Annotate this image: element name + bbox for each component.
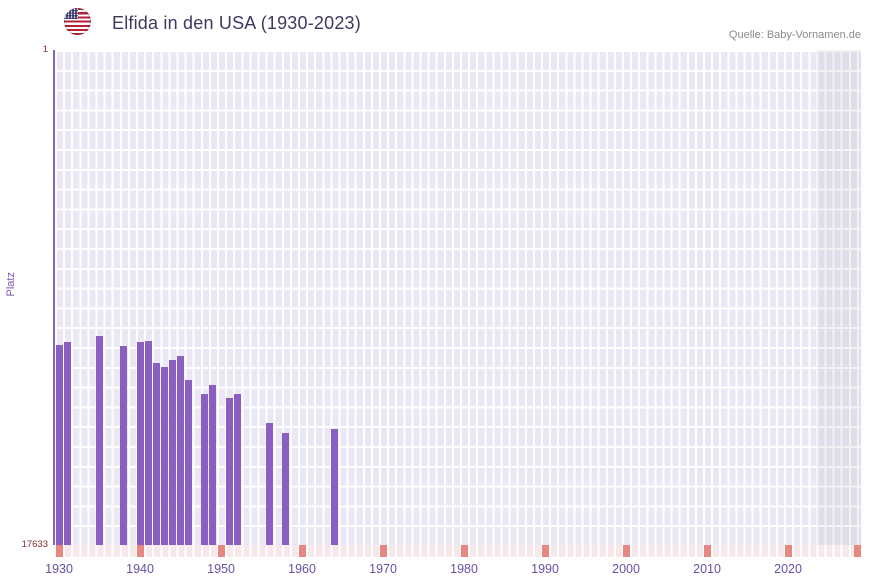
y-axis-title: Platz [5, 272, 17, 297]
bar-1942[interactable] [152, 362, 160, 545]
bar-1964[interactable] [330, 428, 338, 545]
bar-1935[interactable] [96, 336, 104, 545]
x-label-1960: 1960 [288, 562, 316, 576]
bar-1931[interactable] [63, 341, 71, 545]
bar-1952[interactable] [233, 393, 241, 545]
x-label-1940: 1940 [126, 562, 154, 576]
bar-1946[interactable] [185, 379, 193, 545]
bar-1944[interactable] [168, 360, 176, 545]
x-label-1990: 1990 [531, 562, 559, 576]
bar-1940[interactable] [136, 341, 144, 545]
us-flag-icon [64, 8, 91, 35]
x-tick-2000 [622, 545, 630, 557]
bar-1949[interactable] [209, 385, 217, 545]
axis-padding-band [817, 50, 861, 545]
bar-1958[interactable] [282, 433, 290, 545]
bar-1941[interactable] [144, 340, 152, 545]
x-tick-1960 [298, 545, 306, 557]
x-tick-axis-end [854, 545, 861, 557]
x-label-1930: 1930 [45, 562, 73, 576]
x-tick-1940 [136, 545, 144, 557]
x-tick-1950 [217, 545, 225, 557]
bar-1930[interactable] [55, 344, 63, 545]
x-label-1970: 1970 [369, 562, 397, 576]
y-axis-min-label: 17633 [21, 539, 48, 550]
plot-area [55, 50, 861, 545]
y-axis-max-label: 1 [42, 44, 48, 55]
x-tick-2020 [784, 545, 792, 557]
bar-1951[interactable] [225, 398, 233, 545]
x-label-2010: 2010 [693, 562, 721, 576]
x-tick-1970 [379, 545, 387, 557]
y-axis-line [53, 50, 55, 545]
bar-1943[interactable] [160, 367, 168, 545]
bar-1956[interactable] [266, 423, 274, 545]
x-axis-labels: 1930 1940 1950 1960 1970 1980 1990 2000 2010 2020 [45, 562, 861, 580]
x-tick-1930 [55, 545, 63, 557]
x-label-1980: 1980 [450, 562, 478, 576]
x-tick-2010 [703, 545, 711, 557]
x-label-1950: 1950 [207, 562, 235, 576]
page-title: Elfida in den USA (1930-2023) [112, 13, 361, 33]
bar-1938[interactable] [120, 346, 128, 545]
source-credit: Quelle: Baby-Vornamen.de [728, 29, 861, 41]
x-tick-1980 [460, 545, 468, 557]
x-label-2020: 2020 [774, 562, 802, 576]
x-label-2000: 2000 [612, 562, 640, 576]
bar-1945[interactable] [177, 355, 185, 545]
x-tick-1990 [541, 545, 549, 557]
bar-1948[interactable] [201, 393, 209, 545]
x-axis-strip [55, 545, 861, 557]
